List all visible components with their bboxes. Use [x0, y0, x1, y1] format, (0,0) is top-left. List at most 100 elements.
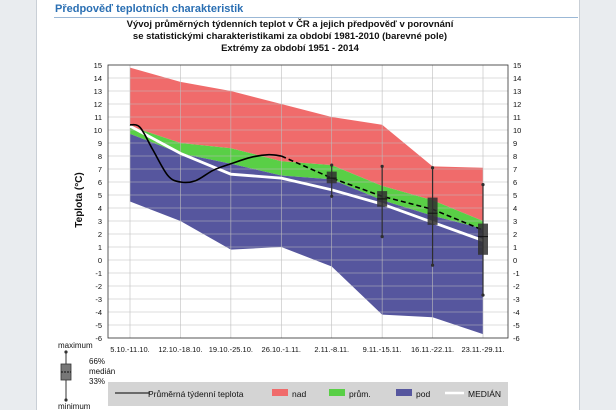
y-tick-right-3: 3: [513, 217, 517, 226]
x-tick-6: 16.11.-22.11.: [411, 345, 454, 354]
legend-normal-label: prům.: [349, 389, 371, 399]
y-tick-left-9: 9: [98, 139, 102, 148]
x-tick-0: 5.10.-11.10.: [110, 345, 149, 354]
y-tick-right--4: -4: [513, 308, 520, 317]
box-legend-33: 33%: [89, 377, 105, 386]
legend-above-swatch: [272, 389, 288, 396]
y-tick-right-0: 0: [513, 256, 517, 265]
median-line: [129, 124, 484, 242]
forecast-box-2: [427, 197, 438, 225]
y-axis-label: Teplota (°C): [74, 172, 85, 227]
box-legend-maximum: maximum: [58, 341, 93, 350]
section-header-link[interactable]: Předpověď teplotních charakteristik: [55, 3, 244, 15]
chart-title-group: Vývoj průměrných týdenních teplot v ČR a…: [127, 18, 454, 54]
y-tick-left-3: 3: [98, 217, 102, 226]
y-tick-left-6: 6: [98, 178, 102, 187]
legend: Průměrná týdenní teplota nad prům. pod M…: [108, 382, 508, 406]
left-margin: [0, 0, 36, 410]
y-tick-right--5: -5: [513, 321, 520, 330]
legend-median-label: MEDIÁN: [468, 389, 501, 399]
box-legend-66: 66%: [89, 357, 105, 366]
right-margin: [580, 0, 616, 410]
x-tick-labels: 5.10.-11.10. 12.10.-18.10. 19.10.-25.10. 26…: [110, 345, 504, 354]
y-tick-right-7: 7: [513, 165, 517, 174]
chart-title-line-3: Extrémy za období 1951 - 2014: [221, 43, 360, 54]
y-tick-right-12: 12: [513, 100, 521, 109]
y-tick-left-1: 1: [98, 243, 102, 252]
y-tick-left--6: -6: [95, 334, 102, 343]
box-legend-minimum: minimum: [58, 402, 91, 410]
forecast-min-1: [380, 235, 384, 239]
x-tick-5: 9.11.-15.11.: [363, 345, 402, 354]
forecast-min-3: [481, 293, 485, 297]
legend-background: [108, 382, 508, 406]
y-tick-left-14: 14: [94, 74, 102, 83]
box-legend-max-dot: [64, 350, 68, 354]
header-divider: [54, 17, 578, 18]
y-tick-left-10: 10: [94, 126, 102, 135]
y-tick-right-13: 13: [513, 87, 521, 96]
y-tick-right-15: 15: [513, 61, 521, 70]
y-tick-left-0: 0: [98, 256, 102, 265]
box-legend: maximum 66% medián 33% minimum: [58, 341, 115, 410]
y-tick-right-9: 9: [513, 139, 517, 148]
y-tick-left-2: 2: [98, 230, 102, 239]
band-above: [130, 67, 483, 221]
forecast-max-2: [430, 166, 435, 170]
legend-observed-label: Průměrná týdenní teplota: [148, 389, 244, 399]
chart-title-line-2: se statistickými charakteristikami za ob…: [133, 31, 447, 42]
y-tick-right-10: 10: [513, 126, 521, 135]
x-tick-2: 19.10.-25.10.: [209, 345, 253, 354]
y-tick-right-6: 6: [513, 178, 517, 187]
box-legend-median: medián: [89, 367, 115, 376]
x-tick-3: 26.10.-1.11.: [262, 345, 301, 354]
x-tick-1: 12.10.-18.10.: [158, 345, 202, 354]
y-tick-left-15: 15: [94, 61, 102, 70]
y-tick-right-1: 1: [513, 243, 517, 252]
legend-above-label: nad: [292, 389, 306, 399]
forecast-boxes: [326, 163, 488, 297]
y-tick-left--1: -1: [95, 269, 102, 278]
y-tick-left--2: -2: [95, 282, 102, 291]
forecast-box-0: [326, 171, 337, 184]
y-tick-left--3: -3: [95, 295, 102, 304]
grid-lines: [108, 64, 508, 339]
forecast-max-0: [330, 163, 334, 167]
y-tick-right-2: 2: [513, 230, 517, 239]
y-tick-right-14: 14: [513, 74, 521, 83]
y-tick-left-13: 13: [94, 87, 102, 96]
y-tick-left-12: 12: [94, 100, 102, 109]
legend-below-label: pod: [416, 389, 430, 399]
x-tick-7: 23.11.-29.11.: [461, 345, 504, 354]
forecast-min-2: [430, 263, 435, 267]
box-legend-min-dot: [64, 398, 68, 402]
y-tick-right-11: 11: [513, 113, 521, 122]
plot-frame: [107, 64, 509, 339]
y-tick-left-11: 11: [94, 113, 102, 122]
y-tick-right-8: 8: [513, 152, 517, 161]
y-tick-left-7: 7: [98, 165, 102, 174]
y-tick-right--3: -3: [513, 295, 520, 304]
y-tick-left-5: 5: [98, 191, 102, 200]
y-tick-right--2: -2: [513, 282, 520, 291]
forecast-box-3: [478, 223, 488, 255]
legend-below-swatch: [396, 389, 412, 396]
legend-normal-swatch: [329, 389, 345, 396]
median-line-group: [129, 124, 484, 242]
forecast-max-1: [380, 164, 384, 168]
forecast-max-3: [481, 183, 485, 187]
y-tick-left-4: 4: [98, 204, 102, 213]
y-tick-right-5: 5: [513, 191, 517, 200]
x-tick-4: 2.11.-8.11.: [314, 345, 349, 354]
observed-line: [129, 123, 282, 184]
y-tick-left-8: 8: [98, 152, 102, 161]
y-tick-left--5: -5: [95, 321, 102, 330]
forecast-min-0: [330, 194, 334, 198]
y-tick-right--1: -1: [513, 269, 520, 278]
y-tick-left--4: -4: [95, 308, 102, 317]
chart-title-line-1: Vývoj průměrných týdenních teplot v ČR a…: [127, 18, 454, 30]
